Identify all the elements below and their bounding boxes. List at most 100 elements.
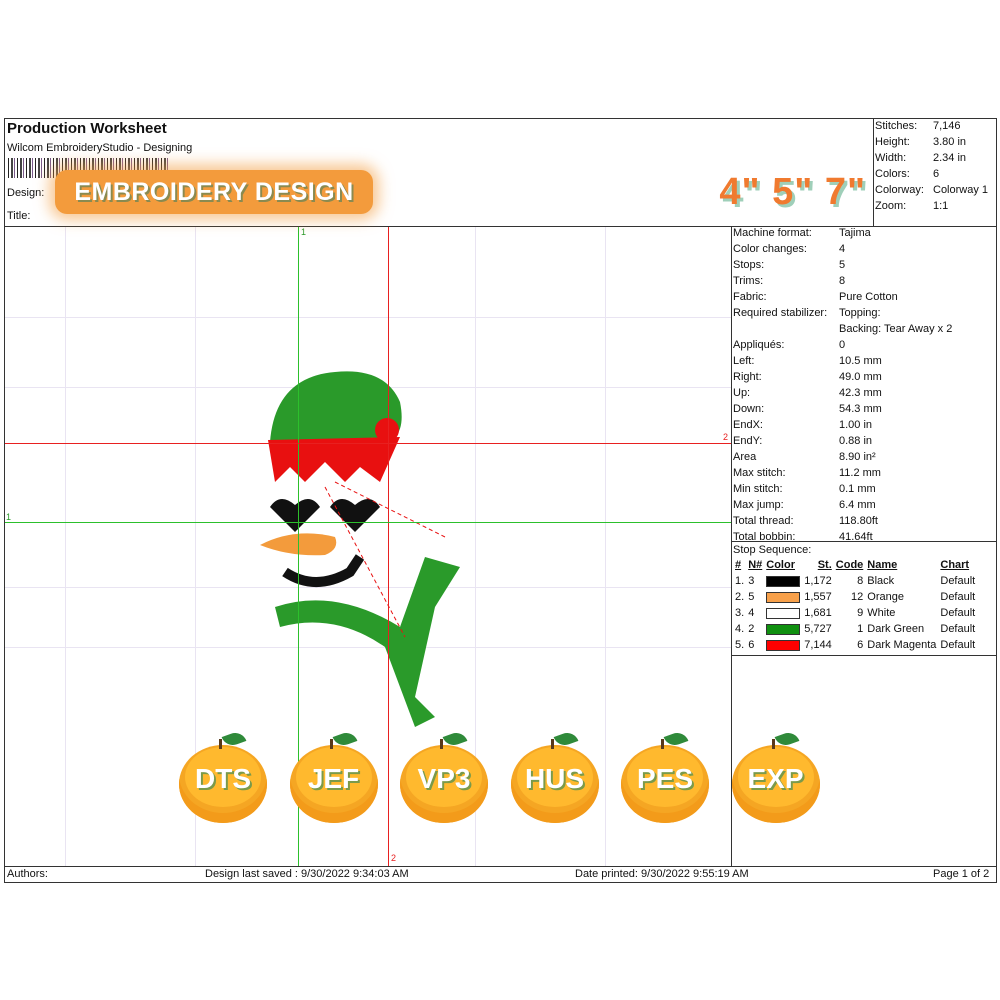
property-row: Trims: 8: [733, 273, 845, 289]
stop-row: 2. 5 1,557 12 Orange Default: [733, 589, 977, 605]
property-row: Total bobbin: 41.64ft: [733, 529, 873, 545]
format-label: DTS: [195, 763, 251, 794]
property-value: 3.80 in: [933, 136, 967, 148]
guide-label: 2: [723, 432, 729, 442]
property-value: 0.88 in: [839, 435, 873, 447]
property-value: Tajima: [839, 227, 871, 239]
property-label: Max jump:: [733, 499, 784, 511]
stop-row: 5. 6 7,144 6 Dark Magenta Default: [733, 637, 977, 653]
color-code: 1: [857, 623, 864, 635]
stop-row: 3. 4 1,681 9 White Default: [733, 605, 977, 621]
needle-number: 5: [748, 591, 755, 603]
page-title: Production Worksheet: [7, 120, 167, 137]
property-label: Stitches:: [875, 120, 918, 132]
guide-horizontal-2[interactable]: [5, 443, 731, 444]
color-name: Dark Green: [867, 623, 925, 635]
format-label: HUS: [524, 763, 585, 794]
title-label: Title:: [7, 210, 31, 222]
property-row: Right: 49.0 mm: [733, 369, 882, 385]
property-value: 118.80ft: [839, 515, 878, 527]
property-label: Height:: [875, 136, 910, 148]
property-label: Colors:: [875, 168, 910, 180]
page-number: Page 1 of 2: [933, 868, 990, 880]
property-value: 49.0 mm: [839, 371, 882, 383]
stitch-count: 1,557: [804, 591, 832, 603]
row-index: 2.: [735, 591, 745, 603]
property-value: 6.4 mm: [839, 499, 876, 511]
row-index: 3.: [735, 607, 745, 619]
hoop-sizes-label: 4" 5" 7": [719, 171, 866, 213]
needle-number: 4: [748, 607, 755, 619]
property-row: Max stitch: 11.2 mm: [733, 465, 881, 481]
column-header: N#: [748, 559, 763, 571]
color-name: Orange: [867, 591, 904, 603]
pom-pom: [375, 418, 399, 442]
property-row: Max jump: 6.4 mm: [733, 497, 876, 513]
worksheet-frame: [4, 118, 997, 883]
chart-name: Default: [940, 623, 976, 635]
divider: [731, 655, 997, 656]
property-row: Appliqués: 0: [733, 337, 845, 353]
property-label: Machine format:: [733, 227, 812, 239]
property-label: Colorway:: [875, 184, 924, 196]
format-badge-jef: JEF: [289, 729, 380, 823]
property-row: Down: 54.3 mm: [733, 401, 882, 417]
column-header: Chart: [940, 559, 970, 571]
color-swatch: [764, 605, 802, 621]
column-header: Color: [766, 559, 795, 571]
property-value: 0: [839, 339, 846, 351]
property-value: 42.3 mm: [839, 387, 882, 399]
divider: [731, 541, 997, 542]
property-value: 5: [839, 259, 846, 271]
property-row: Colors: 6: [875, 166, 939, 182]
heart-glasses-left: [270, 498, 320, 532]
divider: [873, 118, 874, 226]
property-row: Required stabilizer: Topping: Backing: Tea…: [733, 305, 952, 337]
guide-vertical-2[interactable]: [388, 227, 389, 866]
property-value: Topping: Backing: Tear Away x 2: [839, 307, 953, 335]
guide-vertical-1[interactable]: [298, 227, 299, 866]
format-label: VP3: [417, 763, 471, 794]
property-row: Stops: 5: [733, 257, 845, 273]
property-label: Max stitch:: [733, 467, 786, 479]
divider: [4, 226, 997, 227]
stitch-count: 7,144: [804, 639, 832, 651]
stitch-count: 5,727: [804, 623, 832, 635]
chart-name: Default: [940, 591, 976, 603]
property-label: Color changes:: [733, 243, 807, 255]
color-swatch: [764, 589, 802, 605]
format-label: EXP: [747, 763, 804, 794]
color-code: 8: [857, 575, 864, 587]
needle-number: 3: [748, 575, 755, 587]
jump-stitch-lines: [324, 481, 446, 638]
chart-name: Default: [940, 639, 976, 651]
property-label: Down:: [733, 403, 765, 415]
guide-label: 2: [391, 853, 397, 863]
property-row: Zoom: 1:1: [875, 198, 948, 214]
property-value: 1:1: [933, 200, 949, 212]
heart-glasses-right: [330, 498, 380, 532]
property-row: Area 8.90 in²: [733, 449, 876, 465]
guide-horizontal-1[interactable]: [5, 522, 731, 523]
property-row: EndY: 0.88 in: [733, 433, 872, 449]
property-row: Min stitch: 0.1 mm: [733, 481, 876, 497]
chart-name: Default: [940, 607, 976, 619]
needle-number: 2: [748, 623, 755, 635]
chart-name: Default: [940, 575, 976, 587]
format-badge-exp: EXP: [731, 729, 822, 823]
format-badge-pes: PES: [621, 729, 711, 823]
property-row: Color changes: 4: [733, 241, 845, 257]
hat-brim: [268, 437, 400, 482]
property-value: 11.2 mm: [839, 467, 881, 479]
property-value: 6: [933, 168, 940, 180]
property-label: Total thread:: [733, 515, 794, 527]
stop-row: 1. 3 1,172 8 Black Default: [733, 573, 977, 589]
property-label: Stops:: [733, 259, 765, 271]
embroidery-design-badge: EMBROIDERY DESIGN: [55, 170, 373, 214]
property-row: Total thread: 118.80ft: [733, 513, 878, 529]
property-value: 2.34 in: [933, 152, 967, 164]
format-badge-hus: HUS: [510, 729, 601, 823]
property-value: 4: [839, 243, 846, 255]
property-row: Machine format: Tajima: [733, 225, 871, 241]
elf-hat: [270, 371, 402, 442]
